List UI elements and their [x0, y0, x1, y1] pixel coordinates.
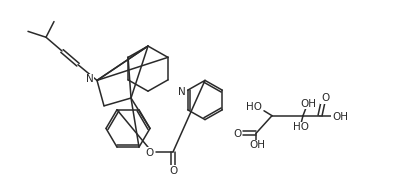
- Text: O: O: [170, 166, 178, 176]
- Text: N: N: [86, 74, 94, 84]
- Text: OH: OH: [249, 140, 265, 150]
- Text: HO: HO: [246, 102, 262, 112]
- Text: OH: OH: [300, 99, 316, 109]
- Text: O: O: [145, 148, 153, 158]
- Text: N: N: [178, 87, 185, 97]
- Text: HO: HO: [293, 122, 309, 133]
- Text: O: O: [321, 93, 329, 103]
- Text: O: O: [233, 129, 241, 139]
- Text: OH: OH: [332, 112, 348, 122]
